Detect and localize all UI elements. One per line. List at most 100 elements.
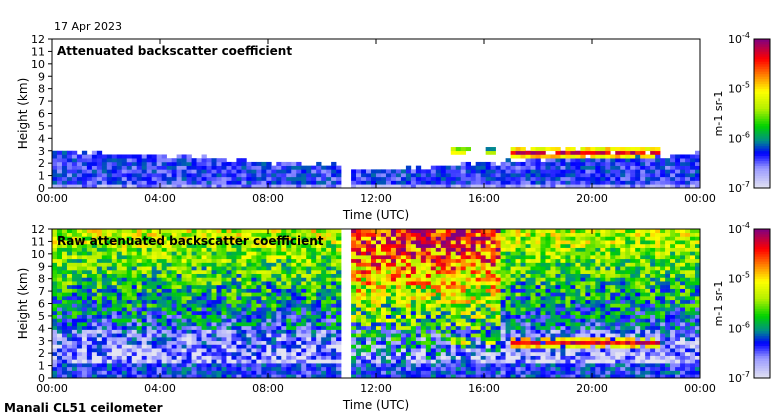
heatmap-cell [201,158,207,163]
heatmap-cell [81,303,88,308]
heatmap-cell [141,288,147,293]
heatmap-cell [56,281,63,286]
heatmap-cell [510,232,516,237]
heatmap-cell [221,314,227,319]
heatmap-cell [211,329,217,334]
heatmap-cell [211,281,217,286]
heatmap-cell [251,296,257,301]
heatmap-cell [236,288,242,293]
heatmap-cell [141,303,147,308]
heatmap-cell [395,281,402,286]
heatmap-cell [251,240,257,245]
heatmap-cell [176,296,182,301]
heatmap-cell [321,303,327,308]
heatmap-cell [291,314,297,319]
heatmap-cell [326,229,332,234]
heatmap-cell [455,251,462,256]
heatmap-cell [400,366,407,371]
heatmap-cell [111,180,118,185]
heatmap-cell [266,161,272,166]
heatmap-cell [111,266,118,271]
colorbar-cell [754,120,770,124]
heatmap-cell [425,359,432,364]
heatmap-cell [361,322,367,327]
heatmap-cell [485,247,491,252]
heatmap-cell [291,165,297,170]
heatmap-cell [321,247,327,252]
heatmap-cell [206,243,212,248]
heatmap-cell [111,284,118,289]
heatmap-cell [271,325,277,330]
heatmap-cell [126,165,133,170]
heatmap-cell [136,340,143,345]
heatmap-cell [266,366,272,371]
heatmap-cell [171,236,177,241]
heatmap-cell [380,366,387,371]
heatmap-cell [435,307,442,312]
heatmap-cell [410,281,417,286]
heatmap-cell [221,169,227,174]
heatmap-cell [356,366,362,371]
heatmap-cell [276,307,282,312]
heatmap-cell [226,173,232,178]
heatmap-cell [351,363,357,368]
heatmap-cell [415,374,422,379]
heatmap-cell [146,251,152,256]
heatmap-cell [405,351,412,356]
heatmap-cell [410,370,417,375]
heatmap-cell [71,232,78,237]
heatmap-cell [101,165,108,170]
heatmap-cell [256,355,262,360]
heatmap-cell [380,269,387,275]
heatmap-cell [86,322,93,327]
heatmap-cell [226,329,232,334]
x-tick-label: 12:00 [360,192,392,205]
heatmap-cell [66,333,73,338]
heatmap-cell [171,269,177,275]
heatmap-cell [66,243,73,248]
heatmap-cell [570,154,576,159]
heatmap-cell [66,281,73,286]
heatmap-cell [121,247,128,252]
heatmap-cell [136,307,143,312]
heatmap-cell [121,303,128,308]
heatmap-cell [655,158,661,163]
heatmap-cell [470,273,476,278]
heatmap-cell [52,247,58,252]
heatmap-cell [291,232,297,237]
colorbar-cell [754,43,770,47]
heatmap-cell [306,176,312,181]
heatmap-cell [385,359,392,364]
heatmap-cell [425,243,432,248]
heatmap-cell [485,296,491,301]
heatmap-cell [296,273,302,278]
heatmap-cell [500,292,506,297]
heatmap-cell [86,314,93,319]
heatmap-cell [131,351,138,356]
heatmap-cell [520,363,526,368]
x-tick-label: 08:00 [252,192,284,205]
heatmap-cell [535,310,541,315]
heatmap-cell [385,255,392,260]
heatmap-cell [81,359,88,364]
heatmap-cell [376,329,382,334]
heatmap-cell [211,232,217,237]
heatmap-cell [600,184,606,189]
heatmap-cell [455,247,462,252]
heatmap-cell [61,154,68,159]
heatmap-cell [475,303,481,308]
heatmap-cell [96,269,103,275]
heatmap-cell [186,232,192,237]
heatmap-cell [480,333,486,338]
heatmap-cell [505,318,511,323]
heatmap-cell [311,374,317,379]
heatmap-cell [216,277,222,282]
heatmap-cell [465,325,471,330]
heatmap-cell [470,281,476,286]
heatmap-cell [251,344,257,349]
heatmap-cell [470,374,476,379]
heatmap-cell [146,232,152,237]
heatmap-cell [525,340,531,345]
heatmap-cell [211,247,217,252]
heatmap-cell [61,266,68,271]
